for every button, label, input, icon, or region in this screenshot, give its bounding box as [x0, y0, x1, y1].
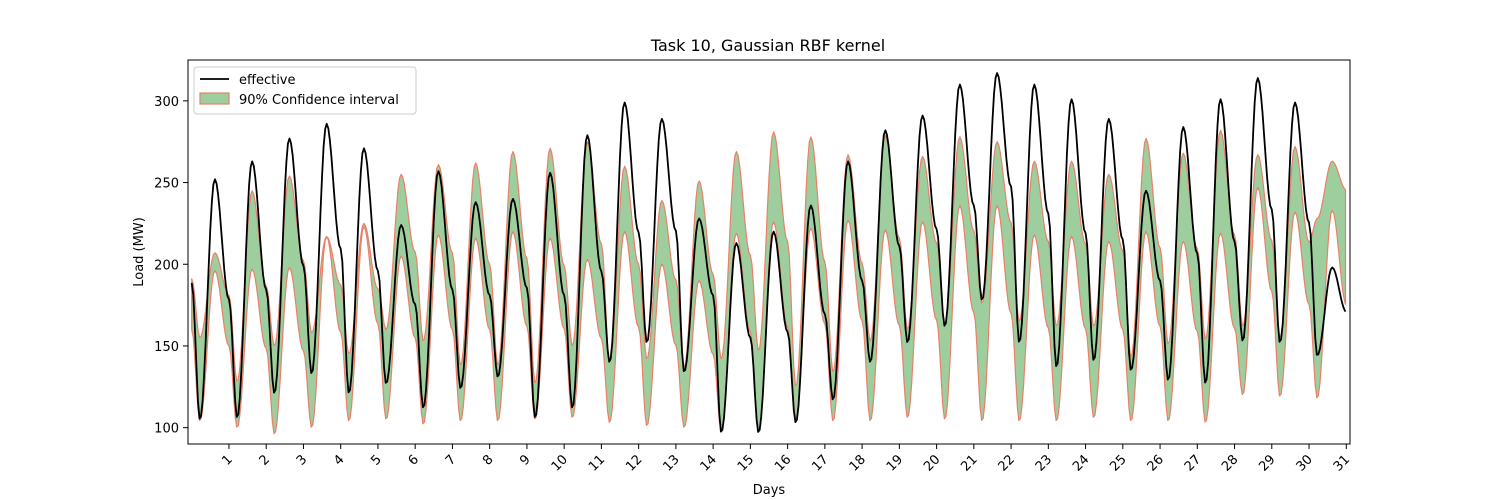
- legend-effective-label: effective: [239, 73, 296, 88]
- y-tick-label: 300: [154, 95, 179, 110]
- confidence-interval-band: [191, 129, 1347, 435]
- y-tick-label: 100: [154, 422, 179, 437]
- effective-line: [190, 72, 1347, 433]
- y-tick-label: 200: [154, 258, 179, 273]
- plot-frame: [187, 59, 1351, 445]
- y-axis: 100 150 200 250 300: [154, 95, 188, 437]
- legend-interval-label: 90% Confidence interval: [239, 93, 399, 108]
- x-axis-title: Days: [753, 483, 786, 498]
- y-axis-title: Load (MW): [132, 217, 147, 287]
- legend-box: [193, 66, 417, 115]
- legend-interval-swatch: [199, 92, 230, 105]
- plot-area: [190, 72, 1347, 435]
- y-tick-label: 250: [154, 177, 179, 192]
- chart-title: Task 10, Gaussian RBF kernel: [650, 36, 885, 55]
- legend: effective 90% Confidence interval: [193, 66, 417, 115]
- y-tick-label: 150: [154, 340, 179, 355]
